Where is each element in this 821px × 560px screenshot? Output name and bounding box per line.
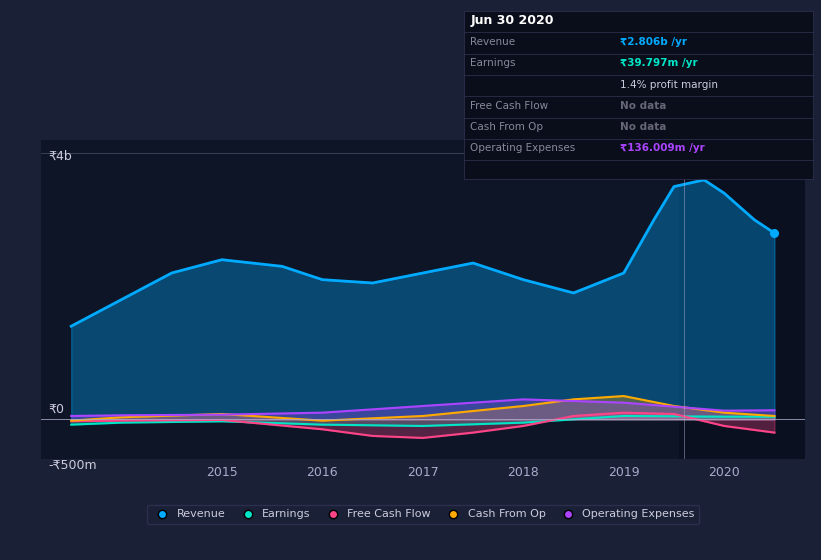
- Text: Jun 30 2020: Jun 30 2020: [470, 14, 554, 27]
- Text: Free Cash Flow: Free Cash Flow: [470, 101, 548, 111]
- Text: 1.4% profit margin: 1.4% profit margin: [620, 80, 718, 90]
- Text: Cash From Op: Cash From Op: [470, 122, 544, 132]
- Text: No data: No data: [620, 101, 666, 111]
- Text: No data: No data: [620, 122, 666, 132]
- Text: Revenue: Revenue: [470, 37, 516, 47]
- Legend: Revenue, Earnings, Free Cash Flow, Cash From Op, Operating Expenses: Revenue, Earnings, Free Cash Flow, Cash …: [147, 505, 699, 524]
- Point: [768, 228, 781, 237]
- Text: ₹4b: ₹4b: [48, 150, 72, 162]
- Text: ₹136.009m /yr: ₹136.009m /yr: [620, 143, 704, 153]
- Text: ₹0: ₹0: [48, 403, 65, 416]
- Text: Earnings: Earnings: [470, 58, 516, 68]
- Text: -₹500m: -₹500m: [48, 459, 98, 472]
- Bar: [679, 140, 805, 459]
- Text: ₹39.797m /yr: ₹39.797m /yr: [620, 58, 698, 68]
- Text: Operating Expenses: Operating Expenses: [470, 143, 576, 153]
- Text: ₹2.806b /yr: ₹2.806b /yr: [620, 37, 687, 47]
